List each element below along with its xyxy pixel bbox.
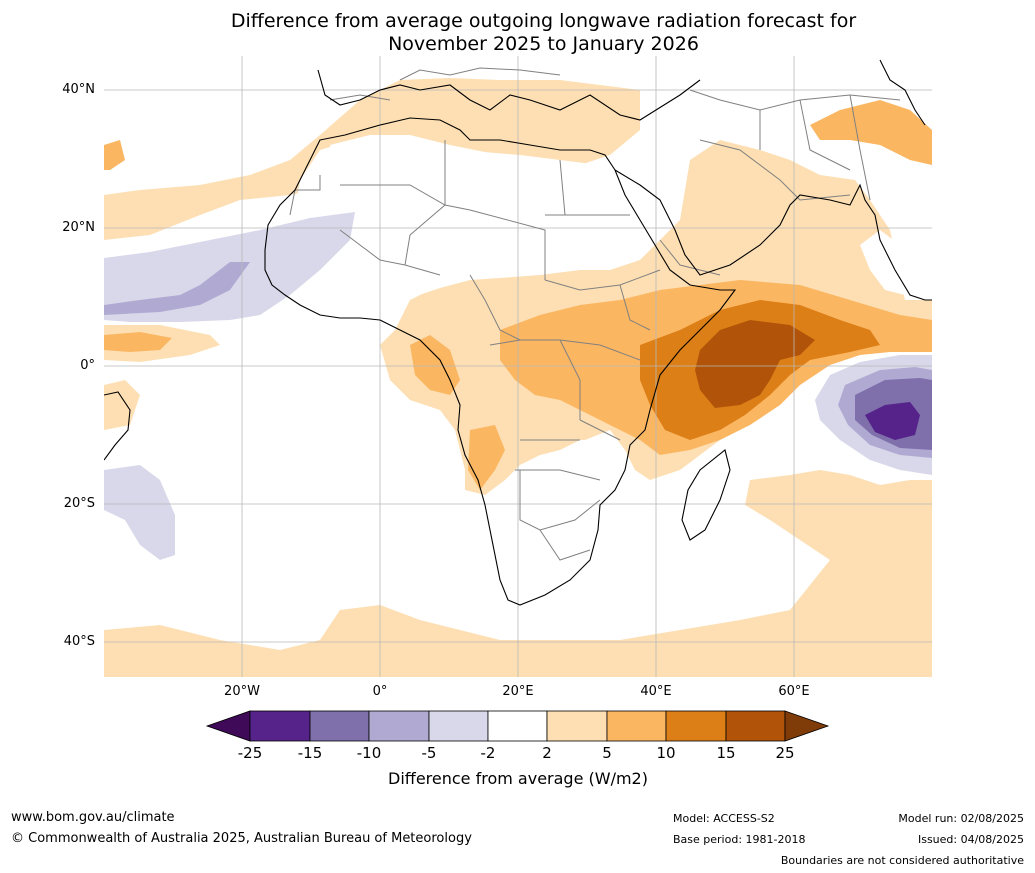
region-arabian-neutral-1 [860,230,915,295]
lon-label-20w: 20°W [224,684,260,699]
footer-copyright: © Commonwealth of Australia 2025, Austra… [11,831,472,846]
region-indian-ocean-m15 [865,402,920,440]
coastlines [104,59,932,606]
region-indian-ocean-south-positive [745,470,932,640]
lat-label-40n: 40°N [62,82,95,97]
region-middle-east-p5 [810,100,932,165]
region-horn-africa-p15 [695,320,815,408]
footer-base-period: Base period: 1981-2018 [673,833,806,846]
madagascar-coastline [681,449,731,541]
lon-label-20e: 20°E [502,684,534,699]
colorbar-tick-m2: -2 [480,744,496,762]
region-iberia-p5 [104,140,125,170]
region-angola-p5 [468,425,505,490]
title-line-1: Difference from average outgoing longwav… [230,10,857,32]
map-title: Difference from average outgoing longwav… [0,10,1035,56]
europe-coastline [317,69,701,121]
colorbar-tick-m15: -15 [297,744,323,762]
footer-disclaimer: Boundaries are not considered authoritat… [780,854,1024,867]
map-field [104,56,932,677]
lat-label-40s: 40°S [63,634,95,649]
gridlines [104,56,932,677]
country-borders [289,67,901,561]
footer-model-run: Model run: 02/08/2025 [898,812,1024,825]
region-southern-ocean-positive [104,520,932,677]
region-atlantic-p5 [104,332,172,352]
lon-label-0: 0° [372,684,388,699]
caspian-coastline [879,59,926,126]
africa-coastline [264,117,737,606]
footer-model: Model: ACCESS-S2 [673,812,775,825]
colorbar-tick-m25: -25 [237,744,263,762]
footer-website[interactable]: www.bom.gov.au/climate [11,810,175,825]
colorbar-title: Difference from average (W/m2) [388,769,648,788]
region-atlantic-west-positive [104,380,140,430]
lat-label-20s: 20°S [63,496,95,511]
region-atlantic-north-m5 [104,262,250,315]
lon-label-40e: 40°E [640,684,672,699]
colorbar-tick-m10: -10 [356,744,382,762]
region-congo-p5 [410,335,460,395]
title-line-2: November 2025 to January 2026 [388,33,699,55]
colorbar-tick-p15: 15 [716,744,736,762]
brazil-coastline [104,391,131,461]
lon-label-60e: 60°E [778,684,810,699]
region-atlantic-south-m2 [104,465,175,560]
lat-label-0: 0° [80,358,95,373]
lat-label-20n: 20°N [62,220,95,235]
footer-issued: Issued: 04/08/2025 [917,833,1024,846]
region-sahara-neutral [265,135,640,330]
colorbar-tick-p25: 25 [775,744,795,762]
arabia-coastline [614,169,932,301]
colorbar-tick-p5: 5 [602,744,612,762]
colorbar-tick-p10: 10 [656,744,676,762]
region-arabian-neutral-2 [740,385,835,470]
colorbar-tick-m5: -5 [421,744,437,762]
colorbar-tick-p2: 2 [542,744,552,762]
